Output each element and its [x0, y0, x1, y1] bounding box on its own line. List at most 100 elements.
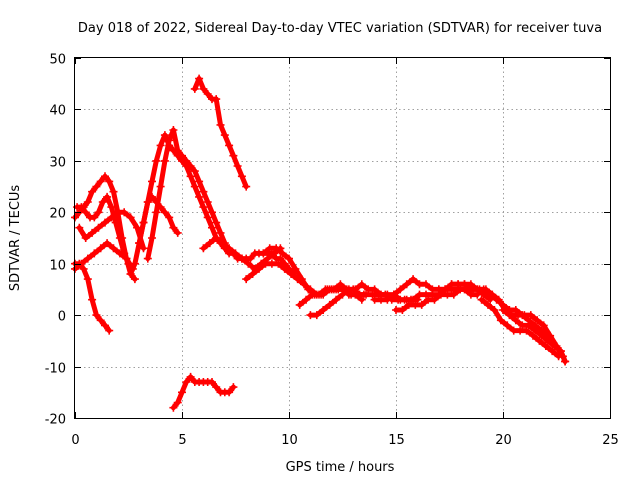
data-point — [518, 311, 527, 320]
data-point — [186, 162, 195, 170]
data-point — [195, 74, 204, 83]
data-point — [548, 347, 557, 356]
data-point — [503, 321, 512, 330]
data-point — [122, 254, 131, 263]
data-point — [220, 131, 229, 140]
data-point — [359, 290, 368, 299]
data-point — [103, 239, 112, 248]
data-point — [109, 244, 118, 253]
data-point — [143, 254, 152, 263]
data-point — [156, 141, 165, 150]
data-point — [466, 280, 475, 289]
data-point — [526, 311, 535, 320]
data-point — [237, 172, 246, 181]
data-point — [533, 316, 542, 325]
series-arc-05 — [75, 208, 148, 253]
data-point — [430, 295, 439, 304]
data-point — [297, 275, 306, 284]
data-point — [90, 249, 99, 258]
data-point — [295, 300, 304, 309]
data-point — [212, 383, 221, 392]
data-point — [92, 182, 101, 191]
data-point — [94, 223, 103, 232]
data-point — [88, 187, 97, 196]
data-point — [94, 208, 103, 217]
data-point — [199, 244, 208, 253]
data-point — [216, 120, 225, 129]
data-point — [83, 198, 92, 206]
data-point — [143, 198, 152, 206]
data-point — [218, 239, 227, 248]
data-point — [186, 172, 195, 181]
data-point — [203, 90, 212, 98]
data-point — [83, 254, 92, 263]
data-point — [484, 300, 492, 309]
data-point — [332, 295, 341, 304]
y-tick-label: -10 — [45, 362, 66, 377]
data-point — [208, 223, 216, 232]
data-point — [242, 182, 251, 191]
data-point — [199, 84, 208, 93]
data-point — [550, 342, 559, 350]
data-point — [396, 285, 405, 294]
data-point — [208, 378, 216, 386]
x-tick-label: 20 — [495, 433, 512, 448]
data-point — [490, 306, 499, 314]
data-point — [278, 249, 287, 258]
data-point — [449, 290, 458, 299]
x-axis-label: GPS time / hours — [286, 460, 395, 475]
data-point — [325, 300, 334, 309]
data-point — [383, 295, 392, 304]
data-point — [212, 218, 221, 227]
series-arc-10 — [169, 372, 238, 412]
data-point — [389, 290, 398, 299]
data-point — [402, 280, 411, 289]
data-point — [173, 146, 182, 155]
data-point — [178, 151, 186, 160]
data-point — [531, 326, 540, 335]
data-point — [173, 228, 182, 237]
data-point — [133, 223, 142, 232]
plot-frame — [74, 57, 611, 419]
y-tick-label: 50 — [49, 53, 66, 68]
data-point — [535, 336, 544, 345]
data-point — [79, 264, 88, 273]
data-point — [409, 275, 418, 284]
series-arc-09 — [190, 74, 251, 191]
data-point — [291, 264, 300, 273]
y-tick-label: 0 — [58, 310, 66, 325]
data-point — [160, 208, 169, 217]
data-point — [190, 182, 199, 191]
data-point — [111, 218, 120, 227]
y-tick-label: -20 — [45, 413, 66, 428]
data-point — [96, 316, 105, 325]
data-point — [225, 141, 234, 150]
data-point — [105, 326, 114, 335]
series-trace — [192, 76, 249, 190]
series-trace — [72, 240, 136, 272]
data-point — [477, 295, 486, 304]
data-point — [212, 95, 221, 104]
data-point — [280, 264, 289, 273]
data-point — [212, 234, 221, 242]
data-point — [101, 172, 109, 181]
data-point — [105, 177, 114, 186]
series-arc-18 — [434, 280, 570, 366]
data-point — [259, 249, 268, 258]
data-point — [169, 403, 178, 412]
data-point — [561, 357, 570, 366]
data-point — [229, 151, 238, 160]
data-point — [120, 208, 129, 217]
data-point — [203, 213, 212, 222]
series-arc-01 — [71, 259, 114, 335]
data-point — [148, 177, 156, 186]
series-arc-03 — [73, 192, 133, 268]
series-arc-14 — [295, 285, 368, 309]
x-tick-label: 0 — [71, 433, 79, 448]
data-point — [422, 280, 430, 289]
x-tick-label: 15 — [388, 433, 405, 448]
data-point — [77, 259, 86, 268]
data-point — [135, 239, 144, 248]
data-point — [511, 306, 520, 314]
